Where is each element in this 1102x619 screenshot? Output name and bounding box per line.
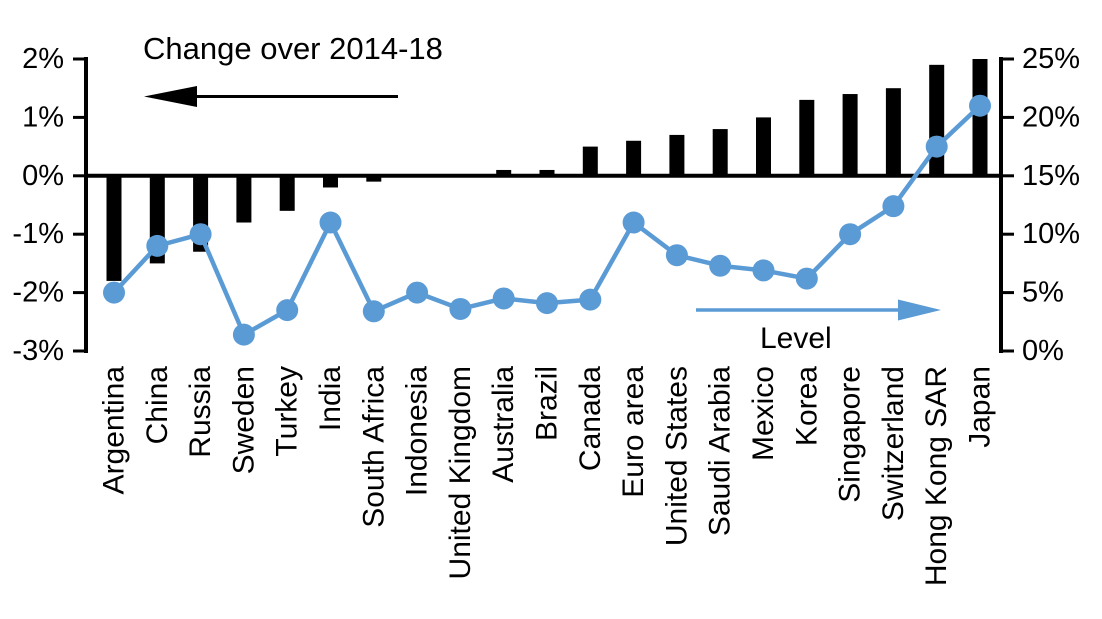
marker-turkey bbox=[276, 299, 299, 322]
right-axis-tick-label-20: 20% bbox=[1022, 101, 1080, 133]
bar-turkey bbox=[279, 175, 295, 211]
x-label-brazil: Brazil bbox=[531, 366, 564, 441]
x-label-hong-kong-sar: Hong Kong SAR bbox=[920, 366, 953, 586]
bar-korea bbox=[799, 99, 815, 176]
marker-south-africa bbox=[362, 300, 385, 323]
x-label-australia: Australia bbox=[487, 366, 520, 483]
marker-mexico bbox=[752, 259, 775, 282]
marker-canada bbox=[579, 288, 602, 311]
marker-china bbox=[146, 234, 169, 257]
bar-singapore bbox=[842, 94, 858, 176]
marker-japan bbox=[969, 94, 991, 117]
x-label-switzerland: Switzerland bbox=[877, 366, 910, 521]
marker-united-states bbox=[665, 244, 688, 267]
x-label-china: China bbox=[141, 366, 174, 445]
x-label-korea: Korea bbox=[790, 366, 823, 446]
x-label-argentina: Argentina bbox=[98, 366, 131, 495]
x-label-turkey: Turkey bbox=[271, 366, 304, 457]
bar-india bbox=[323, 175, 338, 188]
marker-euro-area bbox=[622, 211, 645, 234]
x-label-japan: Japan bbox=[964, 366, 997, 448]
bar-argentina bbox=[106, 175, 122, 281]
left-axis-tick-label-0: 0% bbox=[22, 160, 64, 192]
bar-sweden bbox=[236, 175, 252, 223]
marker-australia bbox=[492, 287, 515, 310]
marker-brazil bbox=[536, 292, 558, 315]
bar-united-states bbox=[669, 134, 685, 176]
x-label-sweden: Sweden bbox=[227, 366, 260, 474]
left-axis-tick-label-1: 1% bbox=[22, 101, 64, 133]
right-axis-tick-label-25: 25% bbox=[1022, 43, 1080, 75]
bar-brazil bbox=[539, 169, 555, 176]
line-series-label: Level bbox=[760, 322, 832, 355]
marker-argentina bbox=[103, 281, 125, 304]
left-axis-tick-label-1: -1% bbox=[12, 218, 64, 250]
marker-korea bbox=[795, 267, 818, 290]
right-axis-tick-label-0: 0% bbox=[1022, 335, 1064, 367]
x-label-euro-area: Euro area bbox=[617, 366, 650, 498]
right-axis-tick-label-15: 15% bbox=[1022, 160, 1080, 192]
marker-singapore bbox=[839, 223, 862, 246]
x-label-singapore: Singapore bbox=[834, 366, 867, 503]
marker-indonesia bbox=[406, 281, 429, 304]
marker-india bbox=[319, 211, 342, 234]
bar-japan bbox=[972, 59, 988, 176]
x-label-canada: Canada bbox=[574, 366, 607, 471]
x-label-india: India bbox=[314, 366, 347, 431]
x-label-russia: Russia bbox=[184, 366, 217, 458]
x-label-mexico: Mexico bbox=[747, 366, 780, 461]
marker-sweden bbox=[232, 323, 255, 346]
x-label-united-kingdom: United Kingdom bbox=[444, 366, 477, 579]
left-axis-tick-label-3: -3% bbox=[12, 335, 64, 367]
x-label-south-africa: South Africa bbox=[357, 366, 390, 528]
right-axis-tick-label-10: 10% bbox=[1022, 218, 1080, 250]
x-label-saudi-arabia: Saudi Arabia bbox=[704, 366, 737, 536]
line-arrow-head-right bbox=[898, 299, 941, 321]
x-label-indonesia: Indonesia bbox=[401, 366, 434, 496]
bar-south-africa bbox=[366, 175, 382, 182]
bar-australia bbox=[496, 169, 512, 176]
marker-saudi-arabia bbox=[709, 254, 732, 277]
marker-united-kingdom bbox=[449, 297, 472, 320]
bar-canada bbox=[582, 146, 598, 176]
bars-arrow-head-left bbox=[144, 86, 197, 107]
marker-russia bbox=[189, 223, 212, 246]
right-axis-tick-label-5: 5% bbox=[1022, 277, 1064, 309]
left-axis-tick-label-2: -2% bbox=[12, 277, 64, 309]
marker-hong-kong-sar bbox=[925, 135, 948, 158]
x-label-united-states: United States bbox=[660, 366, 693, 546]
bar-euro-area bbox=[626, 140, 642, 176]
marker-switzerland bbox=[882, 195, 905, 218]
bars-series-label: Change over 2014-18 bbox=[143, 31, 443, 66]
bar-mexico bbox=[756, 117, 771, 176]
left-axis-tick-label-2: 2% bbox=[22, 43, 64, 75]
bar-saudi-arabia bbox=[712, 129, 728, 176]
bar-hong-kong-sar bbox=[929, 64, 945, 176]
bar-switzerland bbox=[885, 88, 901, 176]
